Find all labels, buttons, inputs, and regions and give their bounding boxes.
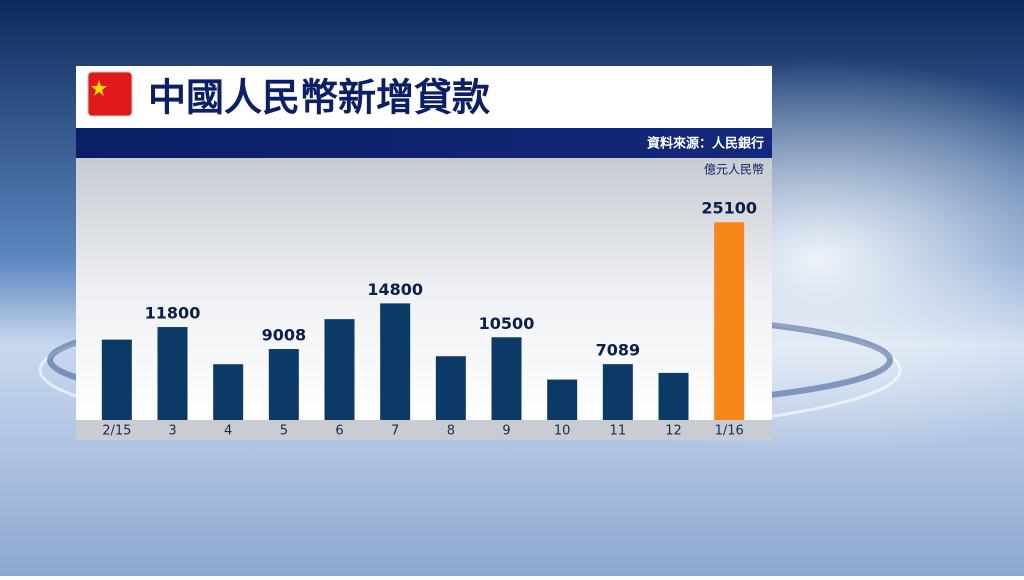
x-tick-label: 3 — [168, 424, 176, 439]
axis-band — [76, 420, 772, 440]
data-label: 25100 — [701, 199, 757, 218]
data-label: 7089 — [596, 341, 641, 360]
bar — [324, 319, 355, 420]
x-tick-label: 5 — [280, 424, 288, 439]
bar — [602, 364, 633, 420]
bar — [157, 327, 188, 420]
x-tick-label: 6 — [335, 424, 343, 439]
data-label: 9008 — [262, 326, 307, 345]
x-tick-label: 1/16 — [715, 424, 744, 439]
bar — [213, 364, 244, 420]
flag — [87, 71, 133, 117]
x-tick-label: 12 — [665, 424, 682, 439]
unit: 億元人民幣 — [704, 163, 764, 177]
data-label: 10500 — [479, 314, 535, 333]
bar — [101, 339, 132, 420]
flag-star — [91, 80, 107, 96]
title-band — [76, 66, 772, 128]
bar — [435, 356, 466, 420]
bar — [658, 372, 689, 420]
bar — [714, 222, 745, 420]
x-tick-label: 10 — [554, 424, 571, 439]
x-tick-label: 9 — [502, 424, 510, 439]
bar — [547, 379, 578, 420]
source: 資料來源：人民銀行 — [647, 136, 764, 152]
x-tick-label: 11 — [610, 424, 627, 439]
data-label: 11800 — [145, 304, 201, 323]
x-tick-label: 7 — [391, 424, 399, 439]
bar — [380, 303, 411, 420]
data-label: 14800 — [367, 280, 423, 299]
bar — [491, 337, 522, 420]
chart-title: 中國人民幣新增貸款 — [148, 76, 490, 120]
bar — [268, 349, 299, 420]
x-tick-label: 8 — [447, 424, 455, 439]
x-tick-label: 4 — [224, 424, 232, 439]
plot-area — [76, 158, 772, 420]
x-tick-label: 2/15 — [102, 424, 131, 439]
panel: 中國人民幣新增貸款 資料來源：人民銀行 億元人民幣 — [76, 66, 772, 440]
source-strip — [76, 128, 772, 158]
